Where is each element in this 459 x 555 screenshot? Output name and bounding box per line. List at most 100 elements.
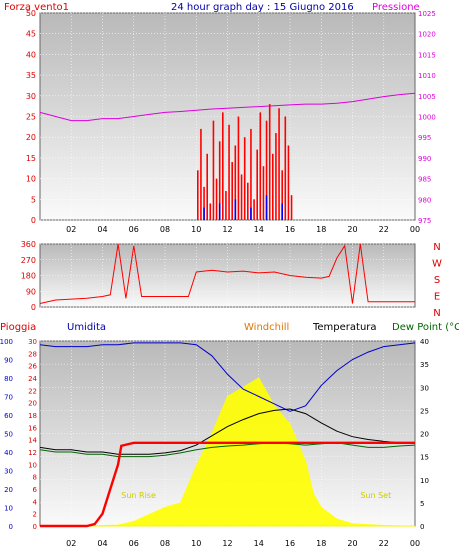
rain-line [40,441,415,528]
sunset-label: Sun Set [360,491,391,500]
y-tick-label: 180 [21,272,36,281]
compass-label: W [432,259,442,270]
x-tick-label: 14 [254,539,264,548]
humidity-tick-label: 10 [4,505,13,513]
y-tick-label: 40 [26,50,36,59]
x-tick-label: 18 [316,225,326,234]
y-tick-label: 0 [31,216,36,225]
compass-label: S [434,275,440,286]
x-tick-label: 08 [160,225,170,234]
temp-tick-label: 15 [420,454,429,462]
temp-tick-label: 25 [420,407,429,415]
rain-tick-label: 18 [28,412,37,420]
compass-label: N [433,242,440,253]
x-tick-label: 06 [129,539,139,548]
x-tick-label: 10 [191,539,201,548]
series-label: Umidita [67,322,106,333]
rain-tick-label: 4 [33,498,38,506]
temp-tick-label: 20 [420,431,429,439]
x-tick-label: 06 [129,225,139,234]
series-label: Windchill [244,322,289,333]
y-tick-label-right: 1020 [418,31,436,39]
x-tick-label: 02 [66,539,76,548]
sunrise-label: Sun Rise [121,491,156,500]
humidity-tick-label: 100 [0,338,13,346]
rain-tick-label: 26 [28,363,37,371]
series-label: Dew Point (°C [392,322,459,333]
x-tick-label: 16 [285,225,295,234]
rain-tick-label: 2 [33,511,37,519]
compass-label: N [433,308,440,319]
temp-tick-label: 5 [420,500,424,508]
y-tick-label: 10 [26,175,36,184]
x-tick-label: 22 [379,225,389,234]
temperature-line [39,408,415,455]
y-tick-label: 35 [26,71,36,80]
x-tick-label: 16 [285,539,295,548]
x-tick-label: 14 [254,225,264,234]
y-tick-label-right: 990 [418,155,431,163]
temp-tick-label: 40 [420,338,429,346]
humidity-line [39,342,416,412]
rain-tick-label: 8 [33,474,37,482]
y-tick-label-right: 1010 [418,72,436,80]
y-tick-label-right: 1015 [418,51,436,59]
temp-tick-label: 10 [420,477,429,485]
y-tick-label: 50 [26,9,36,18]
series-label: Temperatura [312,322,377,333]
x-tick-label: 12 [222,225,232,234]
humidity-tick-label: 0 [9,523,13,531]
x-tick-label: 04 [97,225,107,234]
pressure-line [39,92,416,122]
y-tick-label-right: 985 [418,176,431,184]
rain-tick-label: 6 [33,486,38,494]
humidity-tick-label: 80 [4,375,13,383]
x-tick-label: 20 [347,225,357,234]
series-label: Pioggia [0,322,36,333]
rain-tick-label: 10 [28,461,37,469]
y-tick-label: 15 [26,154,36,163]
chart-title: 24 hour graph day : 15 Giugno 2016 [171,2,354,13]
x-tick-label: 04 [97,539,107,548]
humidity-tick-label: 90 [4,357,13,365]
compass-label: E [434,292,440,303]
x-tick-label: 08 [160,539,170,548]
x-tick-label: 18 [316,539,326,548]
y-tick-label-right: 980 [418,196,431,204]
y-tick-label: 270 [21,256,36,265]
wind-label: Forza vento1 [4,2,69,13]
dewpoint-line [39,442,416,458]
direction-line [39,243,415,304]
rain-tick-label: 24 [28,375,37,383]
rain-tick-label: 14 [28,437,37,445]
y-tick-label-right: 1000 [418,114,436,122]
x-tick-label: 02 [66,225,76,234]
y-tick-label: 45 [26,30,36,39]
x-tick-label: 22 [379,539,389,548]
humidity-tick-label: 50 [4,431,13,439]
rain-tick-label: 16 [28,424,37,432]
y-tick-label: 5 [31,195,36,204]
humidity-tick-label: 40 [4,449,13,457]
y-tick-label: 0 [31,303,36,312]
y-tick-label: 20 [26,133,36,142]
y-tick-label: 25 [26,113,36,122]
rain-tick-label: 20 [28,400,37,408]
rain-tick-label: 22 [28,387,37,395]
y-tick-label-right: 975 [418,217,431,225]
rain-tick-label: 28 [28,350,37,358]
y-tick-label-right: 1025 [418,10,436,18]
temp-tick-label: 0 [420,523,424,531]
x-tick-label: 00 [410,539,420,548]
temp-tick-label: 35 [420,361,429,369]
temp-tick-label: 30 [420,384,429,392]
y-tick-label-right: 995 [418,134,431,142]
x-tick-label: 20 [347,539,357,548]
y-tick-label: 30 [26,92,36,101]
humidity-tick-label: 60 [4,412,13,420]
radiation-area [40,377,415,527]
humidity-tick-label: 30 [4,468,13,476]
humidity-tick-label: 70 [4,394,13,402]
x-tick-label: 12 [222,539,232,548]
